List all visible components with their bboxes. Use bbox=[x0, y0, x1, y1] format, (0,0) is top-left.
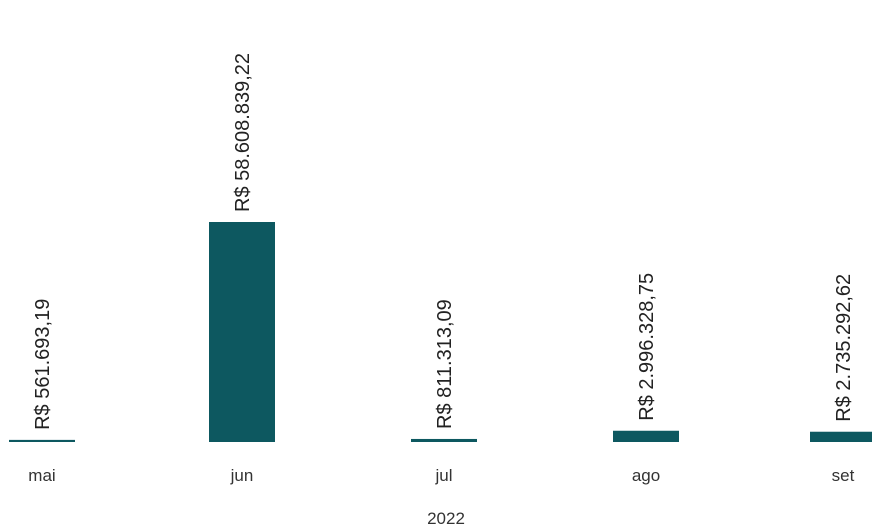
x-tick-jul: jul bbox=[434, 466, 452, 485]
data-label-mai: R$ 561.693,19 bbox=[32, 299, 54, 430]
bar-set bbox=[810, 431, 872, 442]
bar-jun bbox=[209, 222, 275, 442]
x-tick-set: set bbox=[832, 466, 855, 485]
x-tick-ago: ago bbox=[632, 466, 660, 485]
bars-group bbox=[9, 222, 872, 442]
x-tick-mai: mai bbox=[28, 466, 55, 485]
x-axis-group-label: 2022 bbox=[427, 509, 465, 528]
bar-ago bbox=[613, 430, 679, 442]
bar-jul bbox=[411, 438, 477, 442]
x-tick-jun: jun bbox=[230, 466, 254, 485]
bar-mai bbox=[9, 439, 75, 442]
data-label-ago: R$ 2.996.328,75 bbox=[636, 273, 658, 421]
data-label-set: R$ 2.735.292,62 bbox=[833, 274, 855, 422]
data-label-jun: R$ 58.608.839,22 bbox=[232, 53, 254, 212]
data-labels-group: R$ 561.693,19 R$ 58.608.839,22 R$ 811.313,… bbox=[32, 53, 855, 430]
x-axis-tick-labels: mai jun jul ago set bbox=[28, 466, 854, 485]
data-label-jul: R$ 811.313,09 bbox=[434, 299, 456, 429]
